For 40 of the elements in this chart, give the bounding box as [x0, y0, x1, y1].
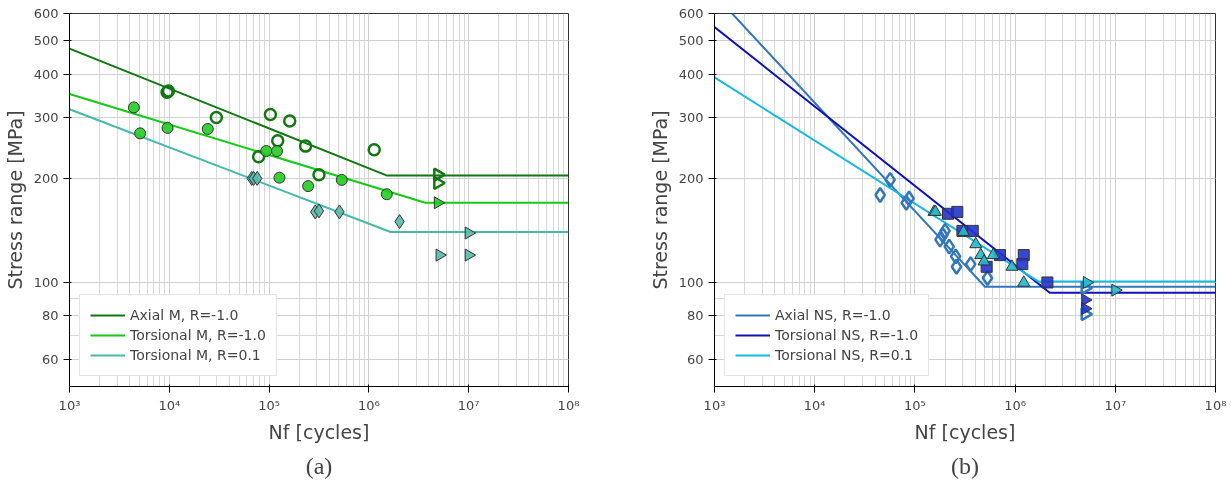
x-axis-title: Nf [cycles] [914, 420, 1016, 443]
legend-label: Torsional M, R=0.1 [130, 347, 261, 363]
x-tick-label: 10³ [703, 397, 726, 413]
x-tick-label: 10⁵ [904, 397, 926, 413]
y-tick-label: 80 [686, 308, 704, 324]
y-tick-label: 300 [33, 110, 59, 126]
y-tick-label: 100 [678, 274, 704, 290]
y-axis-title: Stress range [MPa] [648, 110, 671, 290]
x-tick-label: 10⁶ [1004, 397, 1026, 413]
text: (a) [305, 452, 333, 479]
y-tick-label: 80 [41, 308, 59, 324]
text: (b) [951, 452, 979, 479]
y-tick-label: 600 [33, 6, 59, 21]
legend-label: Torsional NS, R=0.1 [775, 347, 914, 363]
x-tick-label: 10⁶ [358, 397, 380, 413]
x-tick-label: 10⁴ [158, 397, 181, 413]
x-tick-label: 10⁷ [457, 397, 480, 413]
y-tick-label: 60 [41, 351, 59, 367]
y-tick-label: 200 [33, 170, 59, 186]
x-tick-label: 10⁸ [1204, 397, 1227, 413]
x-axis-title: Nf [cycles] [268, 420, 370, 443]
x-tick-label: 10⁸ [557, 397, 580, 413]
y-tick-label: 400 [678, 66, 704, 82]
y-tick-label: 200 [678, 170, 704, 186]
x-tick-label: 10⁴ [803, 397, 826, 413]
legend-label: Torsional NS, R=-1.0 [775, 327, 919, 343]
y-tick-label: 400 [33, 66, 59, 82]
y-tick-label: 100 [33, 274, 59, 290]
y-tick-label: 60 [686, 351, 704, 367]
x-tick-label: 10⁵ [258, 397, 280, 413]
legend-label: Axial M, R=-1.0 [130, 307, 239, 323]
y-axis-title: Stress range [MPa] [3, 110, 26, 290]
y-tick-label: 500 [33, 33, 59, 49]
legend-label: Axial NS, R=-1.0 [775, 307, 891, 323]
x-tick-label: 10³ [58, 397, 81, 413]
x-tick-label: 10⁷ [1104, 397, 1127, 413]
y-tick-label: 300 [678, 110, 704, 126]
y-tick-label: 500 [678, 33, 704, 49]
y-tick-label: 600 [678, 6, 704, 21]
legend-label: Torsional M, R=-1.0 [130, 327, 266, 343]
